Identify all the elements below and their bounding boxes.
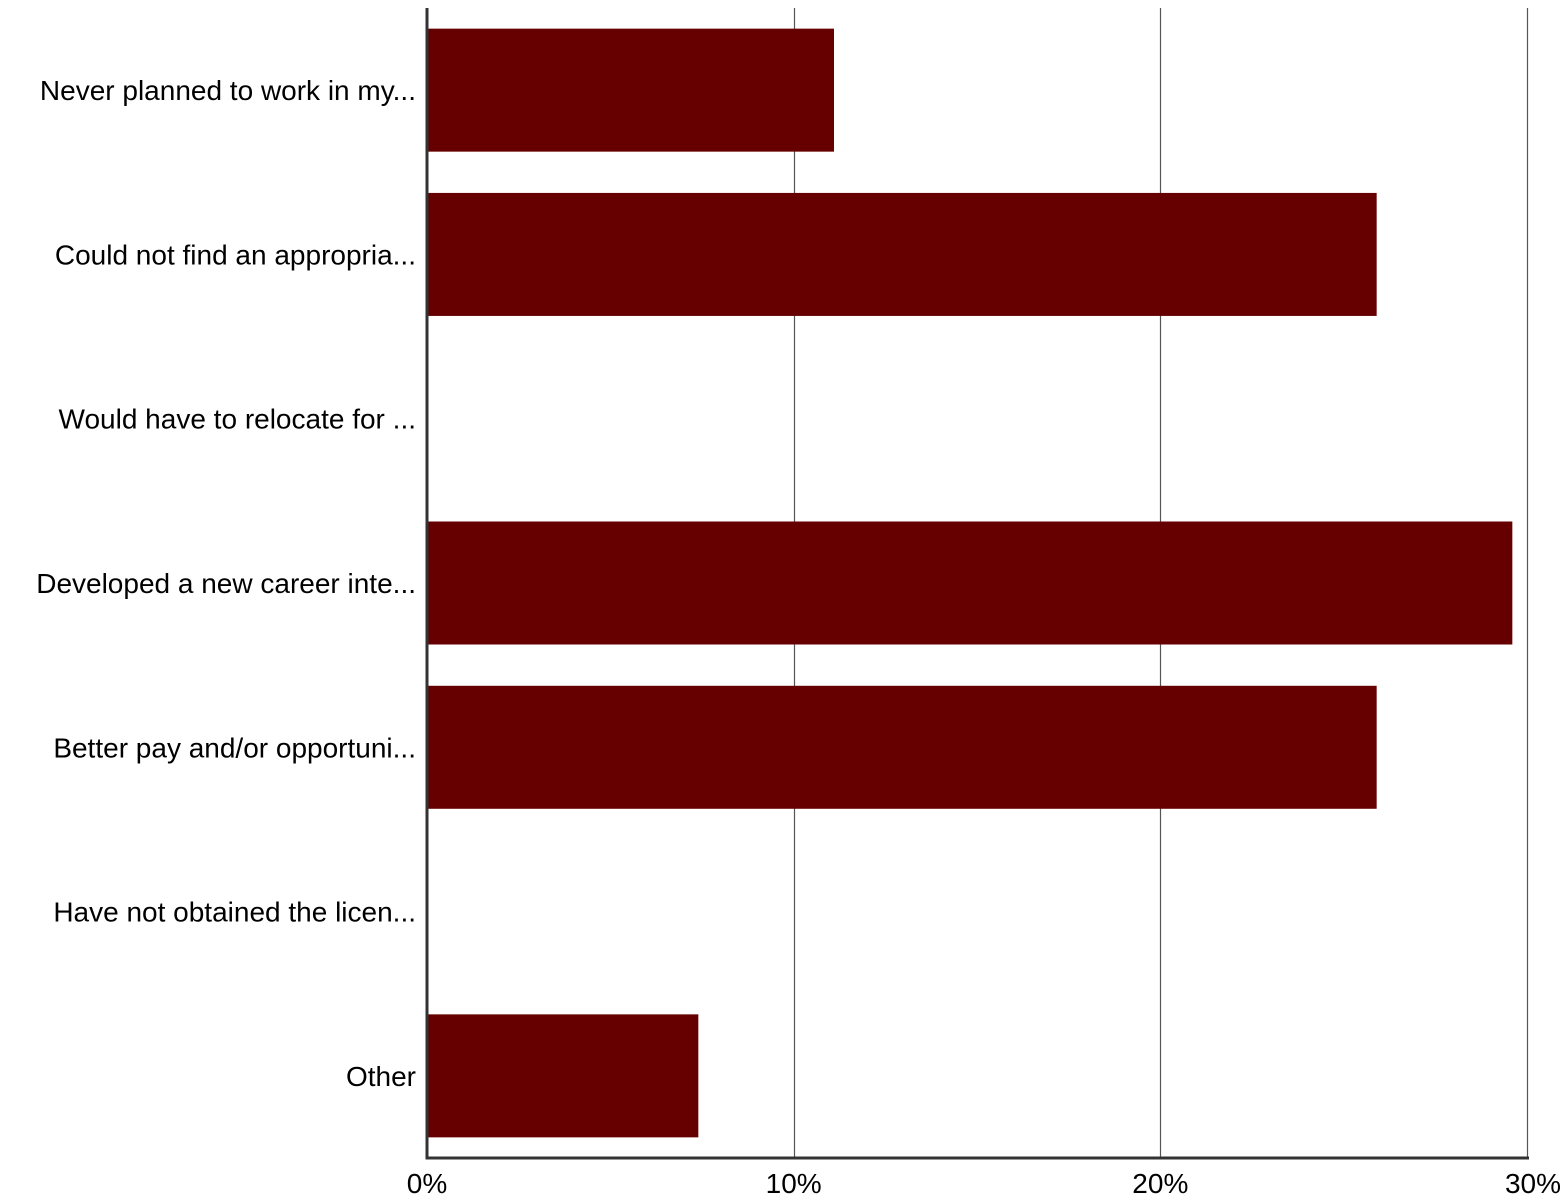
x-tick-label-10pct: 10% [766,1168,822,1197]
category-label-4: Developed a new career inte... [36,568,416,599]
bar-5 [427,685,1377,809]
bars [427,28,1513,1138]
bar-1 [427,28,834,152]
category-label-2: Could not find an appropria... [55,239,416,270]
category-label-1: Never planned to work in my... [40,75,416,106]
x-tick-label-30pct: 30% [1505,1168,1561,1197]
x-tick-label-0pct: 0% [407,1168,447,1197]
category-label-7: Other [346,1061,416,1092]
category-label-3: Would have to relocate for ... [59,404,416,435]
x-tick-label-20pct: 20% [1132,1168,1188,1197]
bar-4 [427,521,1513,645]
bar-2 [427,192,1377,316]
bar-7 [427,1014,699,1138]
labels: Never planned to work in my... Could not … [36,75,1561,1197]
category-label-6: Have not obtained the licen... [53,897,416,928]
axes [425,8,1529,1160]
category-label-5: Better pay and/or opportuni... [53,732,416,763]
